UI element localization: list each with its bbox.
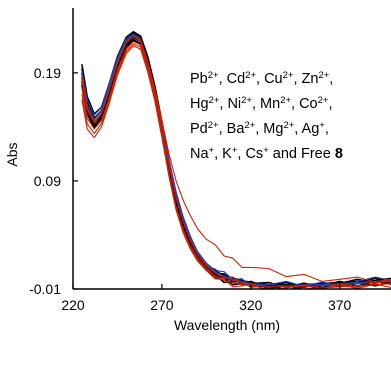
series-line-13: [81, 35, 391, 288]
series-line-11: [81, 45, 391, 289]
x-tick-label: 320: [239, 297, 263, 313]
y-axis-title: Abs: [4, 142, 20, 166]
series-line-9: [81, 40, 391, 289]
y-tick-label: 0.09: [34, 173, 61, 189]
y-tick-label: 0.19: [34, 65, 61, 81]
ion-annotation: Pb2+, Cd2+, Cu2+, Zn2+, Hg2+, Ni2+, Mn2+,…: [190, 70, 343, 162]
x-tick-label: 220: [61, 297, 85, 313]
x-tick-label: 370: [328, 297, 352, 313]
annotation-line-3: Pd2+, Ba2+, Mg2+, Ag+,: [190, 120, 329, 137]
x-tick-label: 270: [150, 297, 174, 313]
y-ticks: -0.01 0.09 0.19: [29, 65, 78, 297]
compound-number: 8: [335, 146, 343, 162]
x-axis-title: Wavelength (nm): [174, 317, 280, 333]
series-group: [81, 31, 391, 289]
annotation-line-4: Na+, K+, Cs+ and Free 8: [190, 145, 343, 162]
x-ticks: 220 270 320 370: [61, 284, 352, 313]
y-tick-label: -0.01: [29, 281, 61, 297]
annotation-line-1: Pb2+, Cd2+, Cu2+, Zn2+,: [190, 70, 333, 87]
annotation-line-2: Hg2+, Ni2+, Mn2+, Co2+,: [190, 95, 333, 112]
